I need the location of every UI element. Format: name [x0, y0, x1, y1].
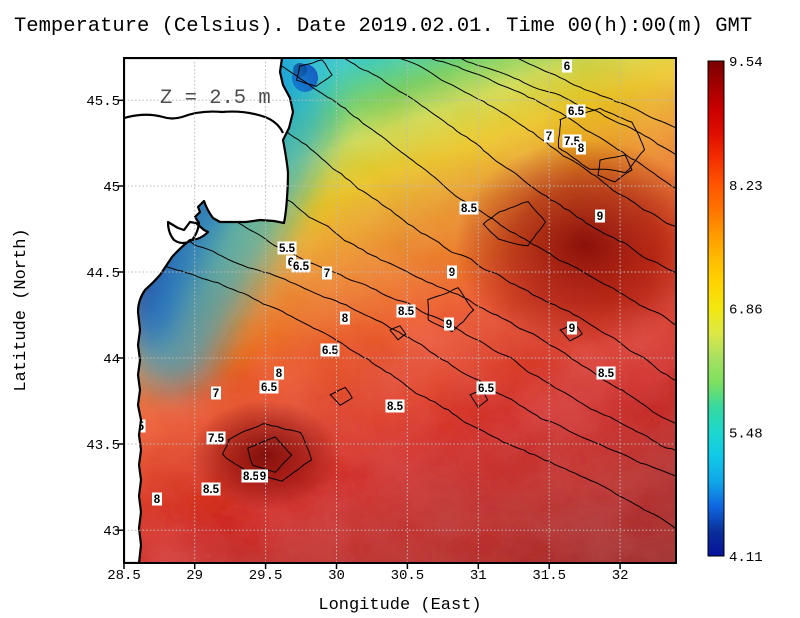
svg-text:9: 9 — [446, 319, 452, 331]
svg-text:4.11: 4.11 — [729, 550, 763, 566]
svg-text:32: 32 — [612, 568, 629, 584]
svg-text:Temperature (Celsius). Date 20: Temperature (Celsius). Date 2019.02.01. … — [14, 15, 752, 38]
svg-text:7.5: 7.5 — [208, 433, 225, 445]
svg-text:43: 43 — [103, 524, 120, 540]
svg-text:44: 44 — [103, 352, 120, 368]
svg-text:9: 9 — [597, 211, 603, 223]
svg-text:8.5: 8.5 — [203, 484, 220, 496]
svg-text:Longitude (East): Longitude (East) — [318, 596, 481, 615]
svg-text:8: 8 — [276, 368, 283, 380]
svg-text:44.5: 44.5 — [86, 266, 120, 282]
svg-text:8: 8 — [154, 494, 161, 506]
svg-text:8.23: 8.23 — [729, 179, 763, 195]
svg-text:Z = 2.5 m: Z = 2.5 m — [160, 87, 271, 110]
svg-text:30.5: 30.5 — [391, 568, 425, 584]
svg-text:8.5: 8.5 — [598, 368, 615, 380]
svg-text:9: 9 — [569, 323, 575, 335]
svg-text:5.48: 5.48 — [729, 426, 763, 442]
svg-text:28.5: 28.5 — [107, 568, 141, 584]
svg-text:6.86: 6.86 — [729, 303, 763, 319]
svg-text:8.5: 8.5 — [461, 203, 478, 215]
svg-text:8.5: 8.5 — [243, 471, 260, 483]
svg-text:31: 31 — [470, 568, 487, 584]
svg-text:9.54: 9.54 — [729, 55, 763, 71]
svg-text:29: 29 — [186, 568, 203, 584]
svg-text:9: 9 — [449, 267, 455, 279]
svg-text:Latitude (North): Latitude (North) — [12, 228, 31, 391]
svg-text:5.5: 5.5 — [279, 243, 296, 255]
svg-text:7: 7 — [324, 268, 330, 280]
svg-text:8: 8 — [342, 313, 349, 325]
svg-text:6.5: 6.5 — [261, 382, 278, 394]
svg-text:6.5: 6.5 — [478, 383, 495, 395]
svg-text:6.5: 6.5 — [568, 106, 585, 118]
svg-text:45: 45 — [103, 180, 120, 196]
svg-text:7: 7 — [213, 388, 219, 400]
svg-text:6: 6 — [564, 61, 570, 73]
svg-text:31.5: 31.5 — [532, 568, 566, 584]
svg-text:45.5: 45.5 — [86, 94, 120, 110]
svg-text:6.5: 6.5 — [293, 261, 310, 273]
svg-text:30: 30 — [328, 568, 345, 584]
svg-text:29.5: 29.5 — [249, 568, 283, 584]
svg-text:8.5: 8.5 — [387, 401, 404, 413]
svg-text:43.5: 43.5 — [86, 438, 120, 454]
svg-text:8.5: 8.5 — [398, 306, 415, 318]
svg-text:8: 8 — [578, 143, 585, 155]
